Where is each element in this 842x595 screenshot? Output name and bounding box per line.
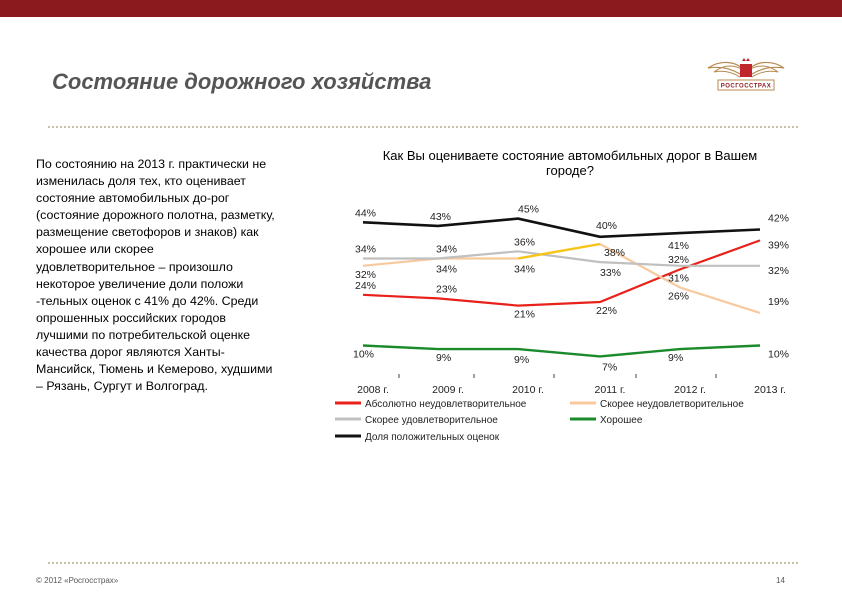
x-tick-label: 2013 г. bbox=[754, 384, 786, 396]
value-label: 32% bbox=[355, 269, 376, 281]
value-label: 34% bbox=[436, 244, 457, 256]
value-label: 45% bbox=[518, 204, 539, 216]
value-label: 21% bbox=[514, 309, 535, 321]
legend-label: Скорее удовлетворительное bbox=[365, 415, 498, 426]
line-chart: Как Вы оцениваете состояние автомобильны… bbox=[335, 148, 789, 443]
x-tick-label: 2008 г. bbox=[357, 384, 389, 396]
value-label: 32% bbox=[768, 265, 789, 277]
rosgosstrakh-logo-icon: РОСГОССТРАХ bbox=[707, 58, 785, 91]
divider-top bbox=[48, 126, 798, 128]
value-label: 44% bbox=[355, 207, 376, 219]
value-label: 26% bbox=[668, 291, 689, 303]
value-label: 36% bbox=[514, 236, 535, 248]
value-label: 40% bbox=[596, 220, 617, 232]
summary-text: По состоянию на 2013 г. практически не и… bbox=[36, 157, 275, 394]
value-label: 22% bbox=[596, 305, 617, 317]
logo-wordmark: РОСГОССТРАХ bbox=[721, 84, 771, 90]
value-label: 31% bbox=[668, 272, 689, 284]
legend-label: Абсолютно неудовлетворительное bbox=[365, 398, 527, 410]
chart-title-line-1: Как Вы оцениваете состояние автомобильны… bbox=[383, 148, 758, 163]
page-number: 14 bbox=[776, 576, 785, 585]
value-label: 10% bbox=[353, 349, 374, 361]
value-label: 10% bbox=[768, 349, 789, 361]
series-line-2 bbox=[362, 242, 761, 314]
x-tick-label: 2012 г. bbox=[674, 384, 706, 396]
value-label: 24% bbox=[355, 280, 376, 292]
top-banner bbox=[0, 0, 842, 17]
series-line-4 bbox=[362, 344, 761, 358]
value-label: 34% bbox=[436, 264, 457, 276]
value-label: 9% bbox=[436, 352, 451, 364]
value-label: 7% bbox=[602, 361, 617, 373]
value-label: 38% bbox=[604, 247, 625, 259]
chart-title-line-2: городе? bbox=[546, 163, 594, 178]
value-label: 43% bbox=[430, 211, 451, 223]
x-tick-label: 2009 г. bbox=[432, 384, 464, 396]
page-title: Состояние дорожного хозяйства bbox=[52, 69, 432, 94]
value-label: 19% bbox=[768, 296, 789, 308]
series-line-3 bbox=[363, 250, 760, 267]
value-label: 9% bbox=[514, 354, 529, 366]
footer-copyright: © 2012 «Росгосстрах» bbox=[36, 576, 119, 585]
value-label: 23% bbox=[436, 283, 457, 295]
series-line-5 bbox=[362, 217, 761, 239]
legend-label: Доля положительных оценок bbox=[365, 432, 500, 443]
value-label: 33% bbox=[600, 267, 621, 279]
value-label: 39% bbox=[768, 239, 789, 251]
value-label: 41% bbox=[668, 240, 689, 252]
x-tick-label: 2011 г. bbox=[595, 384, 626, 396]
legend-label: Хорошее bbox=[600, 415, 643, 426]
highlight-segment bbox=[517, 242, 601, 260]
x-tick-label: 2010 г. bbox=[512, 384, 544, 396]
value-label: 9% bbox=[668, 352, 683, 364]
value-label: 34% bbox=[355, 244, 376, 256]
value-label: 34% bbox=[514, 264, 535, 276]
value-label: 32% bbox=[668, 254, 689, 266]
series-line-1 bbox=[362, 239, 761, 307]
legend-label: Скорее неудовлетворительное bbox=[600, 399, 744, 410]
value-label: 42% bbox=[768, 213, 789, 225]
divider-bottom bbox=[48, 562, 798, 564]
